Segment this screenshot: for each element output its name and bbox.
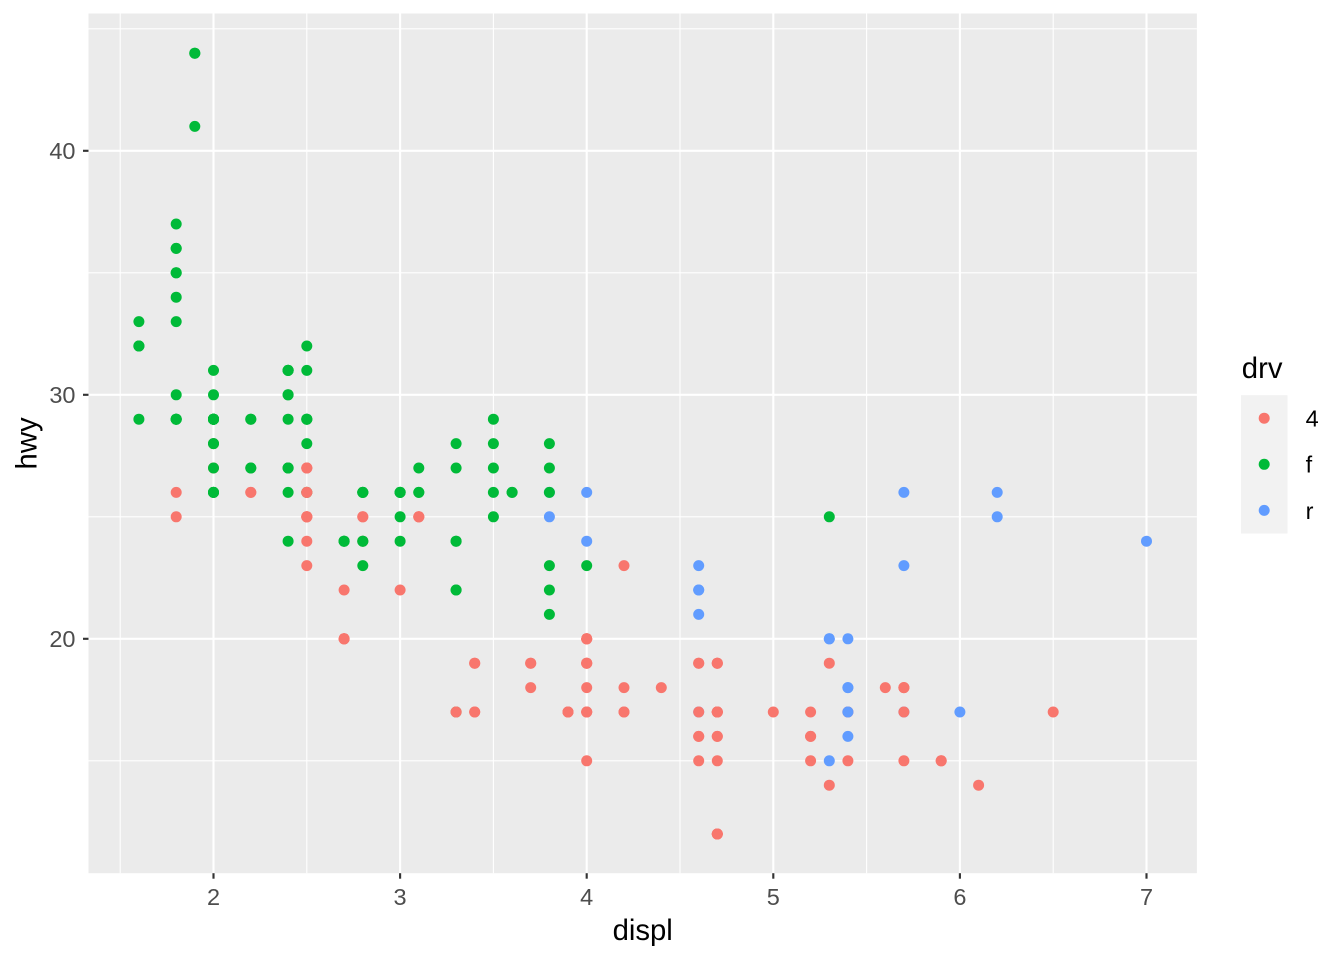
svg-text:4: 4 (1306, 406, 1319, 432)
svg-text:40: 40 (49, 138, 75, 164)
svg-text:drv: drv (1242, 352, 1283, 385)
svg-text:4: 4 (580, 884, 593, 910)
svg-text:20: 20 (49, 626, 75, 652)
svg-text:hwy: hwy (11, 417, 44, 469)
svg-text:f: f (1306, 452, 1313, 478)
svg-text:5: 5 (767, 884, 780, 910)
svg-text:3: 3 (394, 884, 407, 910)
svg-text:6: 6 (953, 884, 966, 910)
svg-text:30: 30 (49, 382, 75, 408)
svg-text:displ: displ (613, 914, 673, 947)
svg-text:2: 2 (207, 884, 220, 910)
svg-text:7: 7 (1140, 884, 1153, 910)
svg-text:r: r (1306, 498, 1314, 524)
